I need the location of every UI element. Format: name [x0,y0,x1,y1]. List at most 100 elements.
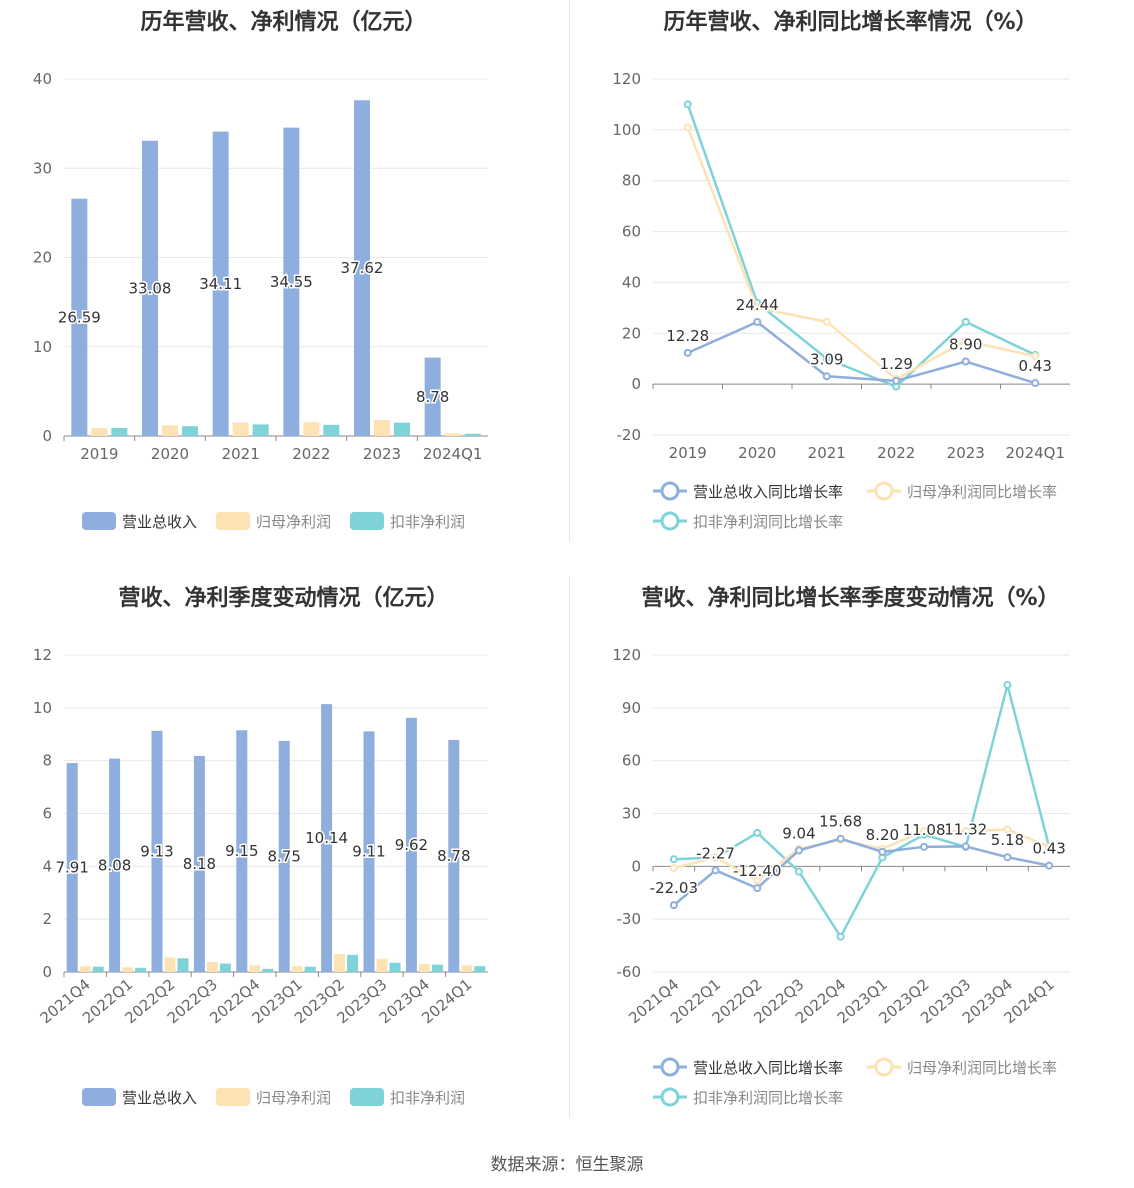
bar-2 [374,419,390,436]
bar-1 [424,357,441,436]
legend-swatch [216,1088,250,1106]
bar-3 [347,954,359,972]
bar-3 [389,962,401,972]
bar-2 [376,958,388,972]
chart-title: 历年营收、净利同比增长率情况（%） [663,10,1038,35]
legend-marker [874,1057,894,1077]
legend-swatch [82,512,116,530]
legend-swatch [82,1088,116,1106]
x-tick-label: 2022 [292,445,330,463]
data-label: 3.09 [810,350,843,368]
y-tick-label: 90 [622,699,641,717]
y-tick-label: 20 [33,249,52,267]
legend-label: 扣非净利润 [390,513,465,531]
vertical-divider-bottom [569,576,570,1118]
bar-3 [135,967,147,972]
bar-1 [405,717,417,972]
data-point [753,317,762,326]
series-line-3 [686,104,1036,389]
bar-3 [111,427,128,436]
x-tick-label: 2020 [151,445,189,463]
data-point [1031,379,1040,388]
bar-1 [212,131,229,437]
bar-1 [109,758,121,972]
y-tick-label: 120 [612,646,641,664]
data-source-note: 数据来源：恒生聚源 [490,1155,644,1175]
data-label: 8.78 [416,388,449,406]
data-point [711,853,720,862]
data-label: 9.04 [782,824,815,842]
bar-1 [71,198,88,436]
data-point [961,827,970,836]
annual-line-chart-svg: -20 0 20 40 60 80 100 120 2019 2020 2021 2022 2023 20… [612,70,1070,531]
chart-title: 营收、净利同比增长率季度变动情况（%） [641,586,1060,611]
data-point [836,834,845,843]
y-tick-label: 8 [42,752,52,770]
data-point [1003,853,1012,862]
data-point [794,846,803,855]
bar-2 [91,427,108,436]
y-tick-label: 12 [33,646,52,664]
data-point [669,864,678,873]
legend-marker [660,511,680,531]
bar-3 [431,964,443,972]
data-point [794,867,803,876]
bar-1 [278,740,290,972]
data-point [892,376,901,385]
data-point [961,336,970,345]
legend-marker [660,481,680,501]
bar-3 [92,966,104,972]
y-tick-label: 10 [33,338,52,356]
data-point [1045,861,1054,870]
bar-2 [291,966,303,972]
data-label: 0.43 [1032,840,1065,858]
legend-label: 营业总收入同比增长率 [693,483,843,501]
data-point [683,348,692,357]
data-point [878,847,887,856]
y-tick-label: 120 [612,70,641,88]
data-label: 12.28 [666,327,709,345]
y-tick-label: 0 [631,375,641,393]
y-tick-label: 20 [622,324,641,342]
data-point [822,317,831,326]
y-tick-label: -30 [617,910,642,928]
y-tick-label: 60 [622,223,641,241]
y-tick-label: 0 [42,963,52,981]
series-line-3 [673,684,1051,940]
bar-2 [164,957,176,972]
legend-label: 扣非净利润同比增长率 [693,1089,843,1107]
data-label: -12.40 [733,862,781,880]
bar-2 [334,954,346,972]
x-tick-label: 2020 [738,444,776,462]
annual-revenue-profit-chart: 历年营收、净利情况（亿元） 0 10 20 30 40 2019 2020 2021 2022 2… [0,0,567,576]
y-tick-label: 30 [622,805,641,823]
data-label: 15.68 [819,813,862,831]
data-label: 8.90 [949,336,982,354]
x-tick-label: 2023 [947,444,985,462]
data-point [1003,825,1012,834]
y-tick-label: 60 [622,752,641,770]
vertical-divider-top [569,0,570,542]
y-tick-label: 6 [42,805,52,823]
data-label: -2.27 [696,844,735,862]
legend-swatch [216,512,250,530]
y-tick-label: 100 [612,121,641,139]
quarterly-revenue-profit-chart: 营收、净利季度变动情况（亿元） 0 2 4 6 8 10 12 2021Q4 2022Q1 202… [0,576,567,1152]
data-point [961,357,970,366]
y-tick-label: 80 [622,172,641,190]
data-label: 34.11 [199,275,242,293]
data-point [683,100,692,109]
x-tick-label: 2021 [222,445,260,463]
bar-3 [262,968,274,972]
quarterly-bar-chart-svg: 0246810122021Q42022Q12022Q22022Q32022Q42… [33,646,488,1107]
data-point [711,866,720,875]
y-tick-label: 0 [631,857,641,875]
bar-2 [122,967,134,972]
x-tick-label: 2019 [669,444,707,462]
legend-label: 归母净利润 [256,513,331,531]
x-tick-label: 2023 [363,445,401,463]
data-point [753,828,762,837]
bar-2 [79,966,91,972]
data-label: 8.08 [98,856,131,874]
data-point [836,932,845,941]
